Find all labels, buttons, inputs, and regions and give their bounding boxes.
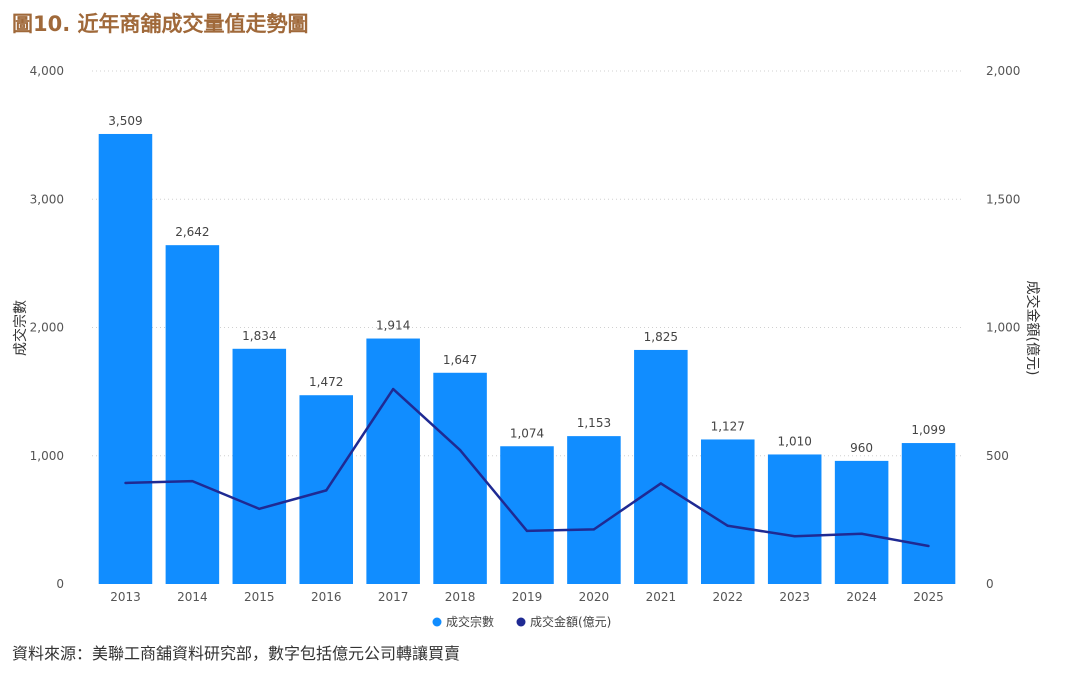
line-point-2022 — [726, 524, 729, 527]
bar-data-label: 1,074 — [510, 426, 544, 440]
gridlines — [92, 70, 962, 457]
x-tick-label: 2022 — [712, 590, 743, 604]
x-tick-label: 2014 — [177, 590, 208, 604]
line-series — [124, 387, 930, 548]
line-point-2013 — [124, 481, 127, 485]
bar-2025 — [901, 443, 956, 584]
source-note: 資料來源：美聯工商舖資料研究部，數字包括億元公司轉讓買賣 — [12, 644, 461, 663]
bar-2022 — [701, 439, 755, 584]
x-tick-label: 2016 — [311, 590, 342, 604]
bar-2014 — [165, 245, 220, 584]
x-tick-label: 2019 — [512, 590, 543, 604]
left-tick-label: 1,000 — [30, 449, 64, 463]
bar-data-labels: 3,509 2,642 1,834 1,472 1,914 1,647 1,074 1,153… — [108, 114, 945, 455]
bar-data-label: 960 — [850, 441, 873, 455]
x-tick-label: 2015 — [244, 590, 275, 604]
line-point-2020 — [592, 528, 596, 531]
bar-data-label: 3,509 — [108, 114, 142, 128]
combo-chart: 0 1,000 2,000 3,000 4,000 0 500 1,000 1,500 2,00… — [12, 64, 1041, 629]
line-point-2015 — [258, 507, 261, 511]
right-tick-label: 1,000 — [986, 321, 1020, 335]
x-tick-label: 2023 — [779, 590, 810, 604]
x-tick-label: 2024 — [846, 590, 877, 604]
x-tick-label: 2021 — [646, 590, 677, 604]
x-tick-label: 2017 — [378, 590, 409, 604]
x-tick-label: 2018 — [445, 590, 476, 604]
left-axis-ticks: 0 1,000 2,000 3,000 4,000 — [30, 64, 64, 591]
bar-data-label: 1,472 — [309, 375, 343, 389]
legend-marker-bar — [432, 617, 442, 627]
right-axis-ticks: 0 500 1,000 1,500 2,000 — [986, 64, 1020, 591]
x-tick-label: 2025 — [913, 590, 944, 604]
legend: 成交宗數 成交金額(億元) — [432, 614, 611, 629]
line-point-2018 — [458, 448, 462, 452]
line-point-2017 — [391, 387, 395, 391]
bar-2020 — [567, 436, 621, 584]
line-point-2024 — [860, 532, 863, 535]
bar-2015 — [232, 348, 287, 584]
bar-data-label: 1,825 — [644, 330, 678, 344]
bar-data-label: 1,010 — [778, 434, 812, 448]
x-tick-label: 2013 — [110, 590, 141, 604]
right-tick-label: 0 — [986, 577, 994, 591]
right-tick-label: 1,500 — [986, 192, 1020, 206]
x-axis-ticks: 2013 2014 2015 2016 2017 2018 2019 2020 2021 2022… — [110, 590, 944, 604]
bar-2024 — [834, 460, 889, 584]
legend-marker-line — [516, 617, 526, 627]
legend-label-line: 成交金額(億元) — [530, 614, 611, 629]
left-tick-label: 4,000 — [30, 64, 64, 78]
legend-label-bar: 成交宗數 — [446, 614, 494, 629]
bar-2013 — [98, 133, 153, 584]
bar-data-label: 1,834 — [242, 329, 276, 343]
line-point-2021 — [659, 482, 663, 485]
bar-2017 — [366, 338, 420, 584]
right-tick-label: 500 — [986, 449, 1009, 463]
left-tick-label: 0 — [56, 577, 64, 591]
line-point-2023 — [793, 535, 796, 538]
bar-2021 — [634, 349, 688, 584]
line-point-2016 — [325, 489, 328, 492]
bar-data-label: 1,127 — [711, 419, 745, 433]
bar-2023 — [767, 454, 822, 584]
bar-data-label: 1,914 — [376, 319, 410, 333]
bar-data-label: 1,647 — [443, 353, 477, 367]
line-point-2014 — [191, 479, 194, 483]
left-tick-label: 3,000 — [30, 192, 64, 206]
bar-data-label: 1,099 — [911, 423, 945, 437]
line-point-2025 — [927, 544, 930, 548]
right-tick-label: 2,000 — [986, 64, 1020, 78]
x-tick-label: 2020 — [579, 590, 610, 604]
bar-data-label: 2,642 — [175, 225, 209, 239]
bar-2019 — [500, 446, 554, 584]
bar-data-label: 1,153 — [577, 416, 611, 430]
right-axis-title: 成交金額(億元) — [1024, 281, 1041, 376]
left-axis-title: 成交宗數 — [12, 300, 29, 356]
bar-2018 — [433, 372, 487, 584]
left-tick-label: 2,000 — [30, 321, 64, 335]
line-point-2019 — [525, 529, 529, 533]
bar-series — [98, 133, 956, 584]
chart-title: 圖10. 近年商舖成交量值走勢圖 — [12, 12, 309, 36]
